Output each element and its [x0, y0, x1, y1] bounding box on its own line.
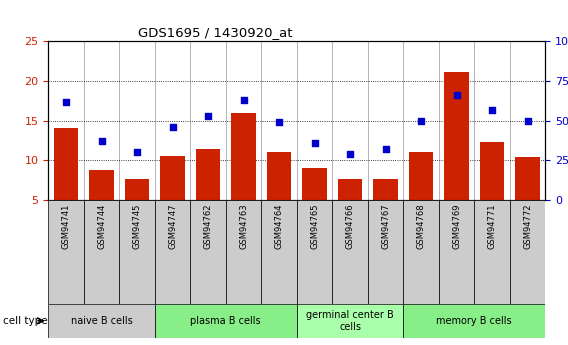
Text: GSM94762: GSM94762 — [203, 203, 212, 249]
Text: GSM94744: GSM94744 — [97, 203, 106, 249]
Bar — [124, 179, 149, 200]
Point — [239, 97, 248, 103]
Bar — [515, 157, 540, 200]
Text: GSM94766: GSM94766 — [345, 203, 354, 249]
Bar — [368, 200, 403, 304]
Bar — [332, 200, 368, 304]
Text: germinal center B
cells: germinal center B cells — [306, 310, 394, 332]
Text: GSM94769: GSM94769 — [452, 203, 461, 249]
Text: naive B cells: naive B cells — [70, 316, 132, 326]
Bar — [403, 200, 438, 304]
Bar — [226, 200, 261, 304]
Point — [523, 118, 532, 124]
Point — [132, 150, 141, 155]
Bar — [48, 200, 84, 304]
Bar — [89, 170, 114, 200]
Point — [203, 113, 212, 119]
Point — [381, 147, 390, 152]
Point — [274, 120, 283, 125]
Point — [452, 92, 461, 98]
Bar — [266, 152, 291, 200]
Point — [342, 241, 351, 246]
Bar — [154, 200, 190, 304]
Bar — [154, 304, 296, 338]
Text: memory B cells: memory B cells — [436, 316, 512, 326]
Text: GSM94765: GSM94765 — [310, 203, 319, 249]
Text: GDS1695 / 1430920_at: GDS1695 / 1430920_at — [138, 26, 293, 39]
Bar — [373, 179, 398, 200]
Text: plasma B cells: plasma B cells — [190, 316, 261, 326]
Bar — [408, 152, 433, 200]
Text: GSM94771: GSM94771 — [487, 203, 496, 249]
Bar — [479, 142, 504, 200]
Point — [97, 139, 106, 144]
Point — [310, 140, 319, 146]
Bar — [53, 128, 78, 200]
Bar — [261, 200, 296, 304]
Text: cell type: cell type — [3, 316, 48, 326]
Text: GSM94763: GSM94763 — [239, 203, 248, 249]
Bar — [48, 304, 154, 338]
Text: GSM94772: GSM94772 — [523, 203, 532, 249]
Bar — [119, 200, 154, 304]
Text: GSM94764: GSM94764 — [274, 203, 283, 249]
Point — [345, 151, 354, 157]
Bar — [474, 200, 510, 304]
Text: GSM94745: GSM94745 — [132, 203, 141, 249]
Bar — [438, 200, 474, 304]
Bar — [231, 113, 256, 200]
Point — [487, 107, 496, 112]
Bar — [302, 168, 327, 200]
Bar — [296, 200, 332, 304]
Bar — [403, 304, 545, 338]
Text: GSM94747: GSM94747 — [168, 203, 177, 249]
Text: GSM94768: GSM94768 — [416, 203, 425, 249]
Point — [61, 99, 70, 105]
Bar — [84, 200, 119, 304]
Point — [168, 124, 177, 130]
Bar — [510, 200, 545, 304]
Bar — [444, 71, 469, 200]
Text: GSM94741: GSM94741 — [61, 203, 70, 249]
Point — [416, 118, 425, 124]
Text: GSM94767: GSM94767 — [381, 203, 390, 249]
Bar — [296, 304, 403, 338]
Bar — [190, 200, 226, 304]
Bar — [160, 156, 185, 200]
Bar — [337, 179, 362, 200]
Bar — [195, 149, 220, 200]
